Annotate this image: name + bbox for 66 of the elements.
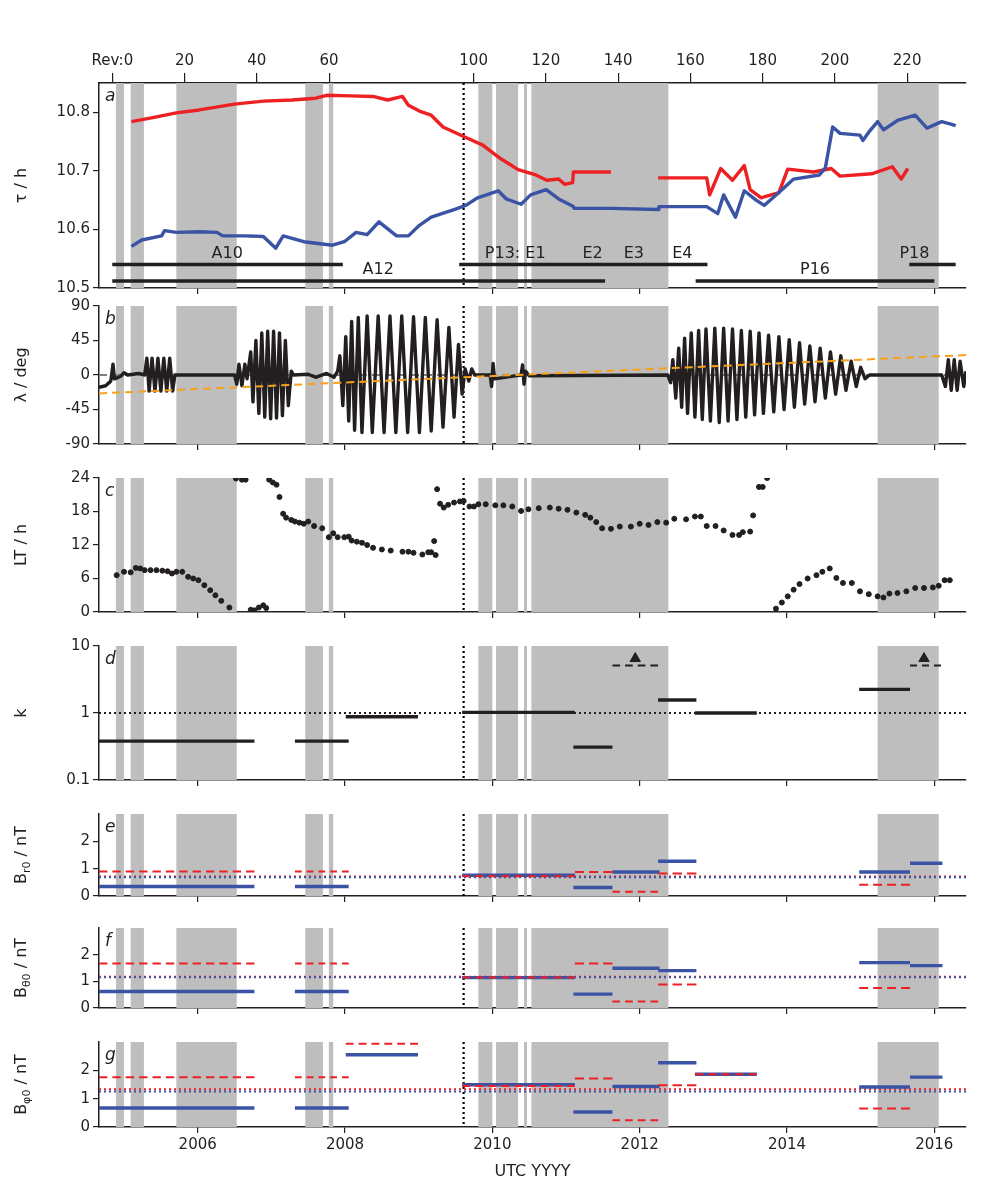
x2-tick-label: 220 xyxy=(892,50,922,69)
x-tick-label: 2006 xyxy=(178,1134,217,1153)
y-tick-label: -45 xyxy=(65,399,90,418)
x2-tick-label: Rev:0 xyxy=(91,50,134,69)
y-tick-label: 10.5 xyxy=(56,277,90,296)
data-label: E3 xyxy=(623,242,644,262)
data-label: E2 xyxy=(582,242,603,262)
y-axis-title: k xyxy=(11,707,31,718)
data-label: P13: E1 xyxy=(484,242,546,262)
annotation: b xyxy=(105,307,116,328)
x-tick-label: 2014 xyxy=(767,1134,807,1153)
y-tick-label: 2 xyxy=(80,1060,90,1079)
annotation: d xyxy=(105,647,116,668)
x2-tick-label: 180 xyxy=(748,50,777,69)
y-tick-label: 1 xyxy=(80,702,90,721)
y-tick-label: 24 xyxy=(70,467,90,486)
annotation: c xyxy=(105,479,115,500)
y-tick-label: 1 xyxy=(80,971,90,990)
x-axis-title: UTC YYYY xyxy=(494,1160,571,1180)
y-tick-label: 10.7 xyxy=(56,160,90,179)
y-axis-title: Bφ0 / nT xyxy=(11,1053,33,1115)
x2-tick-label: 160 xyxy=(676,50,705,69)
x2-tick-label: 60 xyxy=(319,50,339,69)
y-tick-label: 2 xyxy=(80,831,90,850)
y-axis-title: Bθ0 / nT xyxy=(11,937,33,999)
y-tick-label: 0 xyxy=(80,601,90,620)
y-tick-label: 6 xyxy=(80,568,90,587)
y-axis-title: Br0 / nT xyxy=(11,825,33,884)
y-tick-label: 18 xyxy=(70,501,90,520)
x2-tick-label: 20 xyxy=(175,50,195,69)
y-tick-label: 0 xyxy=(80,364,90,383)
y-tick-label: 0 xyxy=(80,1116,90,1135)
x2-tick-label: 140 xyxy=(603,50,633,69)
annotation: g xyxy=(105,1043,116,1064)
data-label: P18 xyxy=(899,242,930,262)
annotation: f xyxy=(105,929,114,950)
y-tick-label: -90 xyxy=(65,433,90,452)
data-label: E4 xyxy=(672,242,693,262)
x-tick-label: 2010 xyxy=(473,1134,512,1153)
x2-tick-label: 120 xyxy=(531,50,561,69)
annotation: e xyxy=(105,815,116,836)
y-tick-label: 0 xyxy=(80,997,90,1016)
x-tick-label: 2008 xyxy=(325,1134,365,1153)
y-tick-label: 45 xyxy=(70,330,90,349)
x-tick-label: 2016 xyxy=(915,1134,954,1153)
y-tick-label: 10 xyxy=(70,635,90,654)
y-axis-title: λ / deg xyxy=(11,347,31,403)
data-label: A10 xyxy=(211,242,243,262)
y-tick-label: 1 xyxy=(80,858,90,877)
data-label: A12 xyxy=(362,259,394,279)
y-tick-label: 0 xyxy=(80,885,90,904)
y-axis-title: τ / h xyxy=(11,167,31,204)
data-label: P16 xyxy=(799,259,830,279)
y-tick-label: 10.6 xyxy=(56,219,90,238)
y-tick-label: 90 xyxy=(70,295,90,314)
y-tick-label: 0.1 xyxy=(66,769,90,788)
x2-tick-label: 200 xyxy=(820,50,850,69)
x2-tick-label: 100 xyxy=(459,50,488,69)
y-tick-label: 12 xyxy=(70,534,90,553)
x-tick-label: 2012 xyxy=(620,1134,659,1153)
annotation: a xyxy=(105,84,116,105)
x2-tick-label: 40 xyxy=(247,50,267,69)
y-tick-label: 1 xyxy=(80,1088,90,1107)
y-axis-title: LT / h xyxy=(11,523,31,567)
y-tick-label: 2 xyxy=(80,944,90,963)
y-tick-label: 10.8 xyxy=(56,102,90,121)
